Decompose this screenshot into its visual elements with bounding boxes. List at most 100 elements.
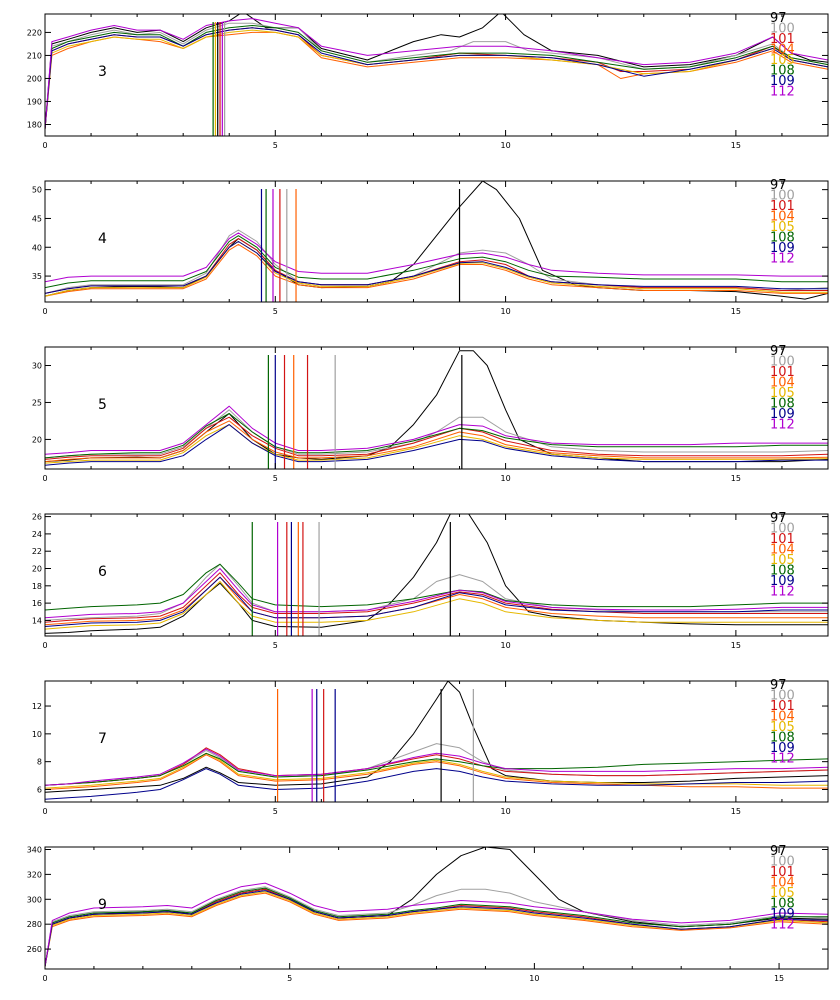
legend-entry: 101 — [770, 865, 795, 880]
y-tick-label: 14 — [32, 616, 42, 625]
y-tick-label: 40 — [32, 243, 42, 252]
series-line-104 — [45, 243, 828, 297]
series-line-108 — [45, 887, 828, 967]
x-tick-label: 0 — [42, 474, 47, 483]
y-tick-label: 10 — [32, 730, 42, 739]
legend-entry: 97 — [770, 678, 787, 693]
series-line-105 — [45, 891, 828, 967]
series-line-97 — [45, 181, 828, 300]
legend-entry: 105 — [770, 720, 795, 735]
panel-label: 9 — [98, 897, 107, 913]
panel-label: 6 — [98, 564, 107, 580]
legend-entry: 104 — [770, 43, 795, 58]
x-tick-label: 5 — [273, 474, 278, 483]
legend-entry: 112 — [770, 918, 795, 933]
series-line-112 — [45, 748, 828, 786]
x-tick-label: 0 — [42, 307, 47, 316]
series-line-104 — [45, 576, 828, 626]
x-tick-label: 15 — [731, 807, 741, 816]
legend-entry: 108 — [770, 231, 795, 246]
legend-entry: 100 — [770, 855, 795, 870]
x-tick-label: 0 — [42, 807, 47, 816]
legend-entry: 100 — [770, 689, 795, 704]
y-tick-label: 18 — [32, 582, 42, 591]
legend-entry: 105 — [770, 53, 795, 68]
legend-entry: 101 — [770, 199, 795, 214]
y-tick-label: 45 — [32, 214, 42, 223]
x-tick-label: 10 — [500, 141, 510, 150]
series-line-108 — [45, 413, 828, 459]
panel-6: 0 5 10 15 14 16 18 20 22 24 26 6 9710010110410510810… — [32, 511, 829, 650]
series-group — [45, 847, 828, 967]
y-tick-label: 12 — [32, 702, 42, 711]
series-line-108 — [45, 752, 828, 786]
series-line-105 — [45, 29, 828, 130]
legend-entry: 109 — [770, 407, 795, 422]
y-tick-label: 26 — [32, 513, 42, 522]
series-line-108 — [45, 563, 828, 611]
legend-entry: 109 — [770, 907, 795, 922]
legend-entry: 108 — [770, 397, 795, 412]
series-line-112 — [45, 405, 828, 455]
x-tick-label: 10 — [500, 807, 510, 816]
y-tick-label: 25 — [32, 398, 42, 407]
plot-frame — [44, 180, 829, 303]
x-tick-label: 5 — [287, 974, 292, 983]
legend-entry: 112 — [770, 252, 795, 267]
series-group — [45, 181, 828, 302]
series-line-105 — [45, 752, 828, 789]
series-line-100 — [45, 886, 828, 967]
series-group — [45, 681, 828, 802]
series-line-112 — [45, 568, 828, 619]
x-tick-label: 5 — [273, 141, 278, 150]
series-line-101 — [45, 572, 828, 623]
x-tick-label: 5 — [273, 307, 278, 316]
panel-9: 0 5 10 152602803003203409971001011041051081… — [27, 844, 829, 983]
series-line-97 — [45, 681, 828, 793]
legend-entry: 104 — [770, 210, 795, 225]
series-line-109 — [45, 241, 828, 294]
y-tick-label: 30 — [32, 361, 42, 370]
series-line-112 — [45, 232, 828, 283]
y-tick-label: 20 — [32, 435, 42, 444]
x-tick-label: 10 — [529, 974, 539, 983]
series-line-105 — [45, 241, 828, 297]
legend-entry: 105 — [770, 886, 795, 901]
x-tick-label: 10 — [500, 307, 510, 316]
series-line-105 — [45, 424, 828, 464]
legend-entry: 104 — [770, 543, 795, 558]
panel-label: 4 — [98, 231, 107, 247]
y-tick-label: 24 — [32, 530, 42, 539]
y-tick-label: 190 — [27, 97, 42, 106]
series-line-104 — [45, 420, 828, 463]
series-line-104 — [45, 892, 828, 967]
y-tick-label: 320 — [27, 870, 42, 879]
series-line-109 — [45, 424, 828, 466]
plot-frame — [44, 346, 829, 470]
series-line-100 — [45, 409, 828, 459]
legend-entry: 109 — [770, 241, 795, 256]
legend-entry: 108 — [770, 731, 795, 746]
legend-entry: 104 — [770, 376, 795, 391]
legend-entry: 97 — [770, 178, 787, 193]
legend-entry: 109 — [770, 574, 795, 589]
legend-entry: 104 — [770, 710, 795, 725]
legend-entry: 112 — [770, 585, 795, 600]
y-tick-label: 340 — [27, 845, 42, 854]
legend-entry: 104 — [770, 876, 795, 891]
legend-entry: 97 — [770, 344, 787, 359]
plot-frame — [44, 680, 829, 803]
y-tick-label: 16 — [32, 599, 42, 608]
legend-entry: 112 — [770, 418, 795, 433]
series-line-105 — [45, 581, 828, 630]
y-tick-label: 260 — [27, 945, 42, 954]
legend-entry: 97 — [770, 511, 787, 526]
legend-entry: 105 — [770, 553, 795, 568]
